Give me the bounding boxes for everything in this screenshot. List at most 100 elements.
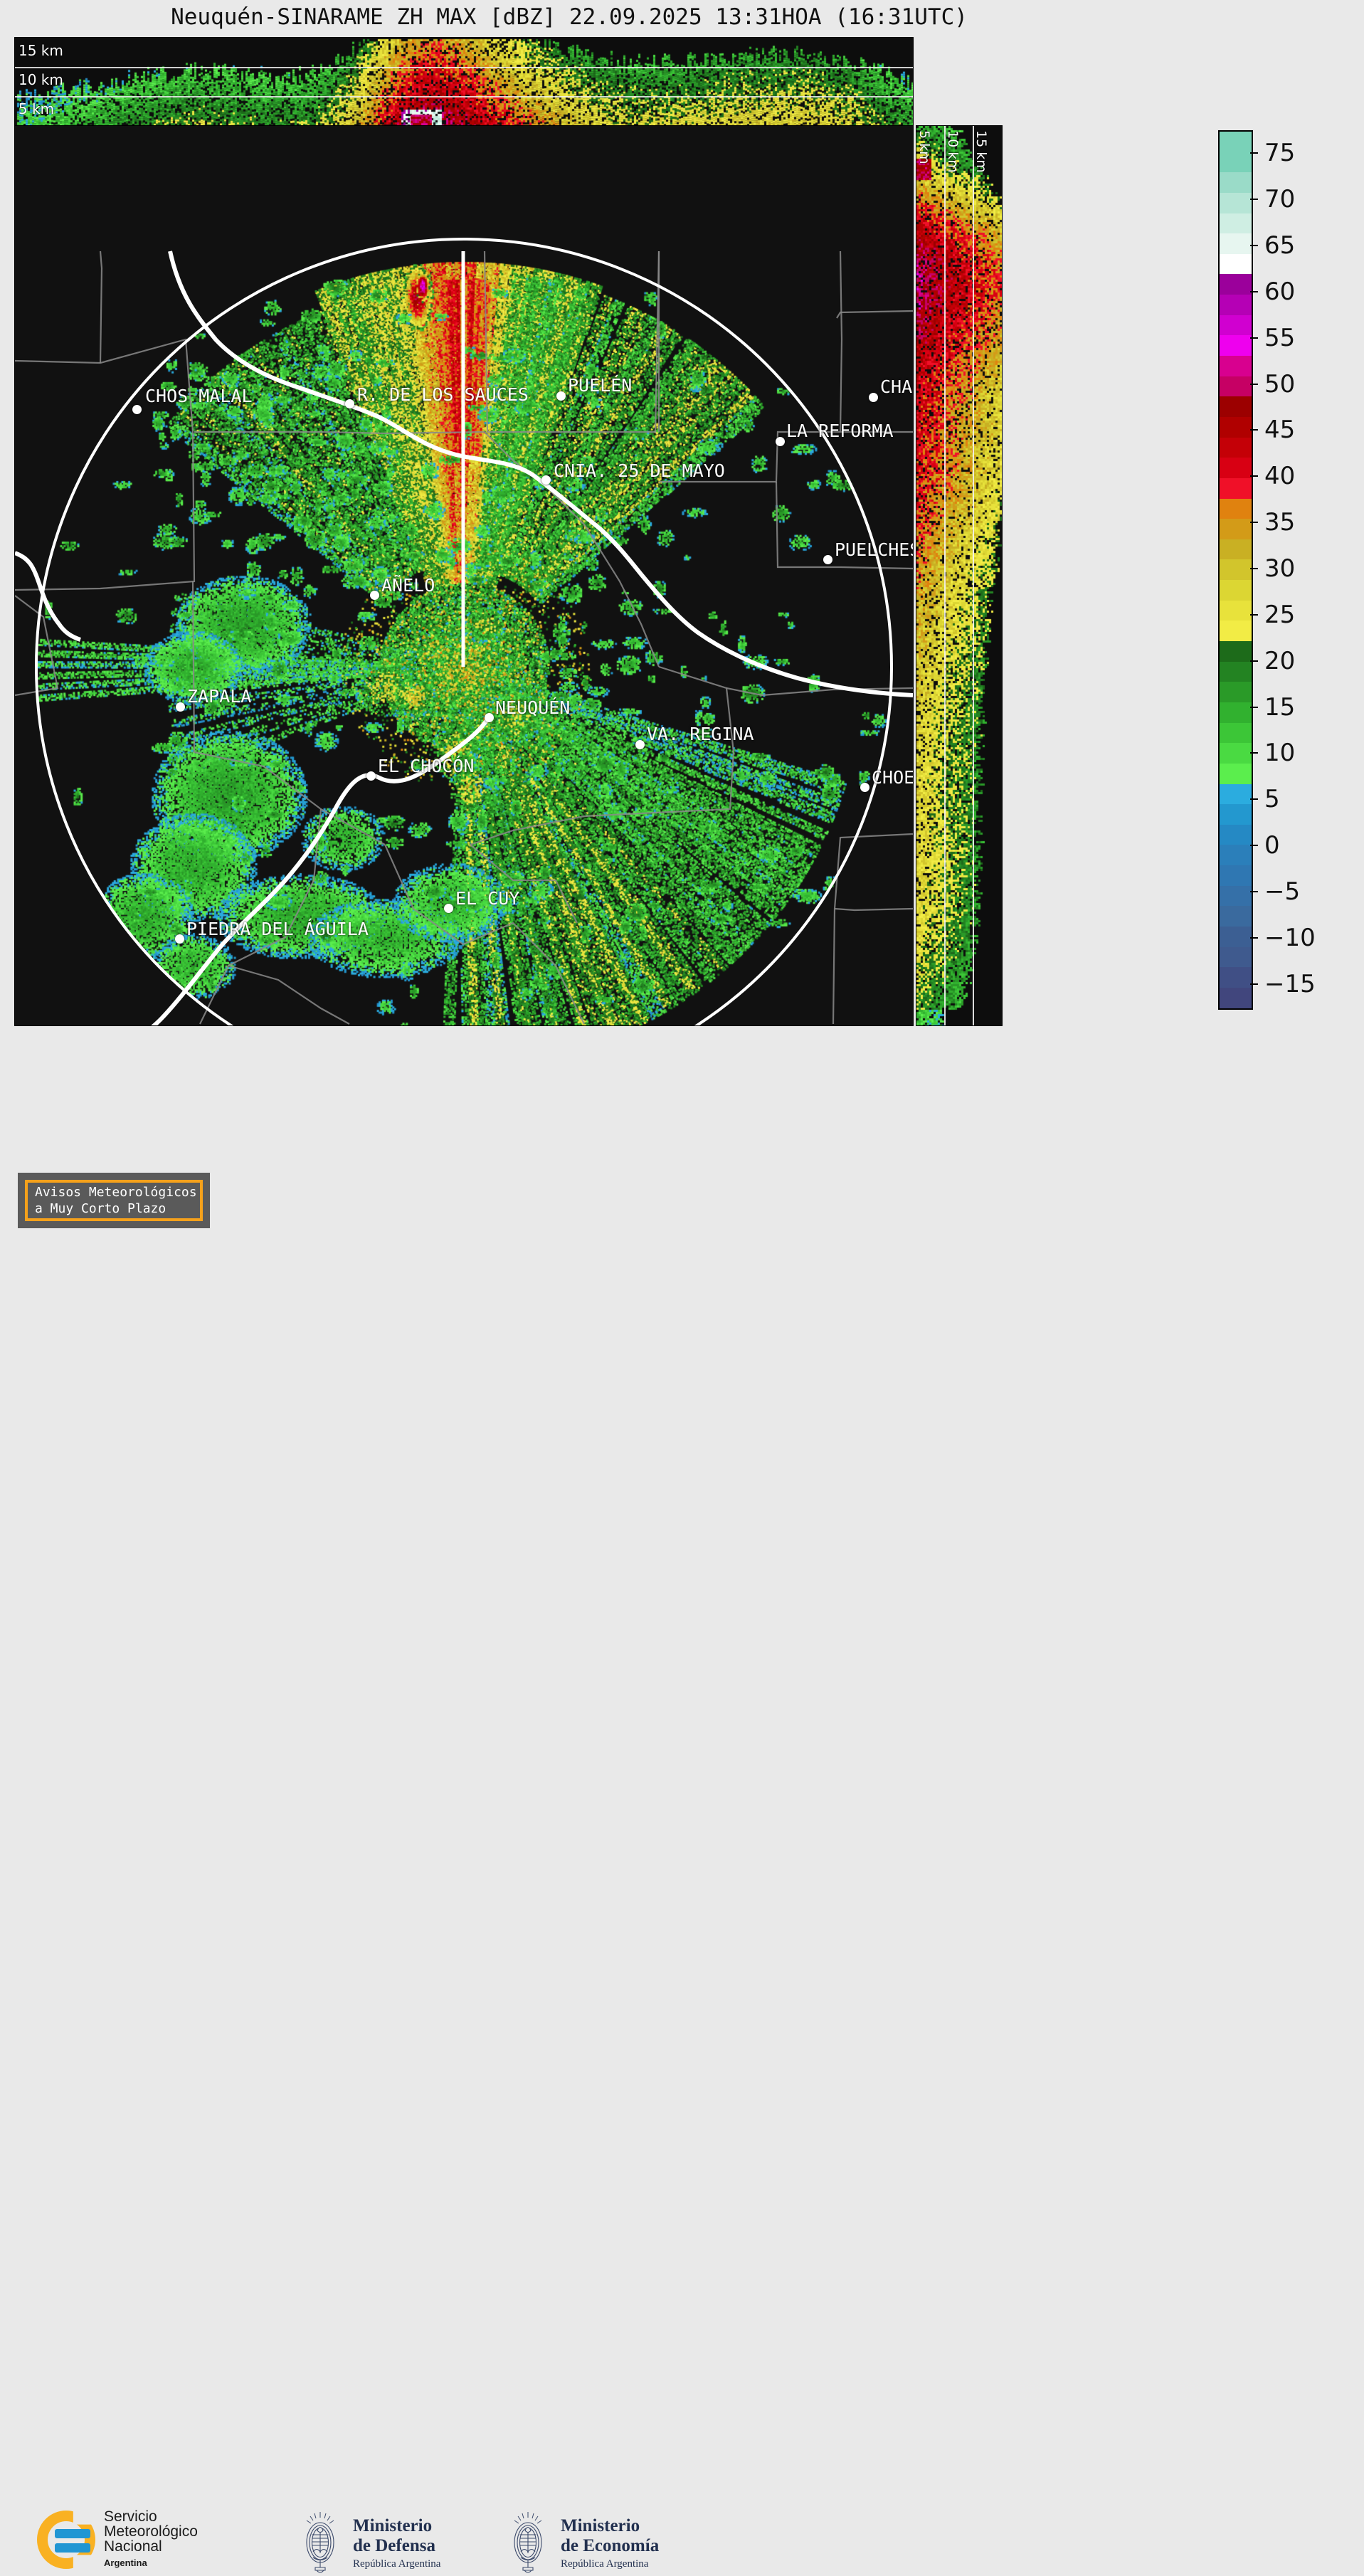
- colorbar-segment: [1220, 600, 1252, 621]
- colorbar-segment: [1220, 356, 1252, 376]
- range-gridline-5km: [944, 126, 946, 1025]
- min-def-line-3: República Argentina: [353, 2558, 441, 2570]
- colorbar-segment: [1220, 722, 1252, 744]
- city-marker-dot[interactable]: [776, 437, 785, 446]
- colorbar-segment: [1220, 539, 1252, 560]
- colorbar-tick-label: −5: [1264, 877, 1301, 906]
- administrative-border: [487, 250, 660, 433]
- colorbar-tick-label: 0: [1264, 831, 1280, 860]
- colorbar-segment: [1220, 845, 1252, 866]
- colorbar-segment: [1220, 926, 1252, 947]
- colorbar-tick-label: 50: [1264, 369, 1296, 398]
- min-def-line-2: de Defensa: [353, 2536, 435, 2555]
- colorbar-segment: [1220, 743, 1252, 764]
- smn-logo-mark-icon: [37, 2511, 95, 2569]
- colorbar-segment: [1220, 865, 1252, 886]
- colorbar-segment: [1220, 376, 1252, 397]
- colorbar-segment: [1220, 519, 1252, 539]
- warning-line-2: a Muy Corto Plazo: [35, 1201, 166, 1216]
- administrative-border: [384, 844, 585, 1025]
- footer-bar: Servicio Meteorológico Nacional Argentin…: [0, 1244, 1364, 2573]
- warning-badge[interactable]: Avisos Meteorológicos a Muy Corto Plazo: [18, 1173, 210, 1228]
- right-cross-section-panel: 5 km 10 km 15 km: [916, 125, 1003, 1026]
- colorbar-segment: [1220, 661, 1252, 682]
- administrative-border: [470, 844, 578, 924]
- reflectivity-colorbar: [1218, 130, 1253, 1010]
- colorbar-tick-label: 10: [1264, 739, 1296, 768]
- colorbar-tick: [1250, 845, 1258, 847]
- administrative-border: [839, 250, 843, 433]
- administrative-border: [99, 250, 103, 364]
- colorbar-tick: [1250, 706, 1258, 708]
- range-label-5km: 5 km: [916, 130, 932, 164]
- smn-logo: Servicio Meteorológico Nacional Argentin…: [37, 2509, 198, 2570]
- height-label-15km: 15 km: [18, 42, 63, 59]
- colorbar-tick-label: 20: [1264, 646, 1296, 675]
- colorbar-tick-label: 70: [1264, 185, 1296, 214]
- colorbar-segment: [1220, 804, 1252, 825]
- colorbar-segment: [1220, 172, 1252, 193]
- colorbar-segment: [1220, 132, 1252, 152]
- colorbar-tick: [1250, 890, 1258, 892]
- city-marker-dot[interactable]: [444, 904, 453, 913]
- city-marker-dot[interactable]: [175, 934, 184, 944]
- colorbar-tick-label: 60: [1264, 277, 1296, 306]
- city-marker-dot[interactable]: [485, 713, 494, 722]
- height-gridline-15km: [15, 67, 913, 68]
- colorbar-tick-label: 55: [1264, 323, 1296, 352]
- smn-logo-text: Servicio Meteorológico Nacional Argentin…: [104, 2509, 198, 2570]
- min-def-line-1: Ministerio: [353, 2516, 433, 2535]
- city-marker-dot[interactable]: [635, 740, 645, 749]
- administrative-border: [659, 431, 913, 483]
- river-limay-negro: [168, 250, 913, 697]
- range-gridline-10km: [973, 126, 974, 1025]
- ministry-of-economy-logo: Ministerio de Economía República Argenti…: [505, 2511, 659, 2576]
- city-marker-dot[interactable]: [541, 475, 551, 485]
- min-eco-line-2: de Economía: [561, 2536, 660, 2555]
- colorbar-tick-label: 15: [1264, 692, 1296, 722]
- colorbar-segment: [1220, 967, 1252, 988]
- administrative-border: [15, 338, 196, 591]
- city-marker-dot[interactable]: [823, 555, 832, 564]
- colorbar-tick: [1250, 290, 1258, 292]
- city-marker-dot[interactable]: [366, 771, 376, 781]
- range-label-15km: 15 km: [973, 130, 989, 173]
- colorbar-segment: [1220, 213, 1252, 234]
- colorbar-segment: [1220, 396, 1252, 417]
- colorbar-segment: [1220, 458, 1252, 478]
- city-marker-dot[interactable]: [345, 399, 354, 408]
- city-marker-dot[interactable]: [176, 702, 185, 712]
- administrative-border: [199, 808, 322, 1025]
- colorbar-segment: [1220, 335, 1252, 357]
- warning-badge-inner: Avisos Meteorológicos a Muy Corto Plazo: [25, 1180, 203, 1221]
- city-marker-dot[interactable]: [556, 391, 566, 401]
- city-marker-dot[interactable]: [860, 783, 869, 792]
- colorbar-segment: [1220, 783, 1252, 805]
- city-marker-dot[interactable]: [370, 591, 379, 600]
- smn-line-1: Servicio: [104, 2508, 157, 2525]
- colorbar-segment: [1220, 906, 1252, 927]
- city-marker-dot[interactable]: [869, 393, 878, 402]
- colorbar-segment: [1220, 152, 1252, 173]
- ministry-of-defense-logo: Ministerio de Defensa República Argentin…: [297, 2511, 440, 2576]
- colorbar-tick: [1250, 199, 1258, 201]
- colorbar-tick: [1250, 383, 1258, 385]
- colorbar-segment: [1220, 763, 1252, 784]
- administrative-border: [483, 250, 489, 433]
- colorbar-tick: [1250, 983, 1258, 985]
- colorbar-tick: [1250, 798, 1258, 801]
- top-cross-section-canvas: [15, 38, 913, 125]
- smn-line-4: Argentina: [104, 2557, 147, 2568]
- administrative-border: [228, 964, 350, 1025]
- smn-line-2: Meteorológico: [104, 2523, 198, 2540]
- argentina-crest-icon: [306, 2512, 334, 2573]
- colorbar-segment: [1220, 274, 1252, 295]
- colorbar-segment: [1220, 498, 1252, 519]
- colorbar-segment: [1220, 315, 1252, 336]
- map-vector-overlay: [15, 238, 913, 1025]
- colorbar-tick: [1250, 429, 1258, 431]
- colorbar-tick: [1250, 568, 1258, 569]
- colorbar-segment: [1220, 233, 1252, 254]
- city-marker-dot[interactable]: [132, 405, 142, 414]
